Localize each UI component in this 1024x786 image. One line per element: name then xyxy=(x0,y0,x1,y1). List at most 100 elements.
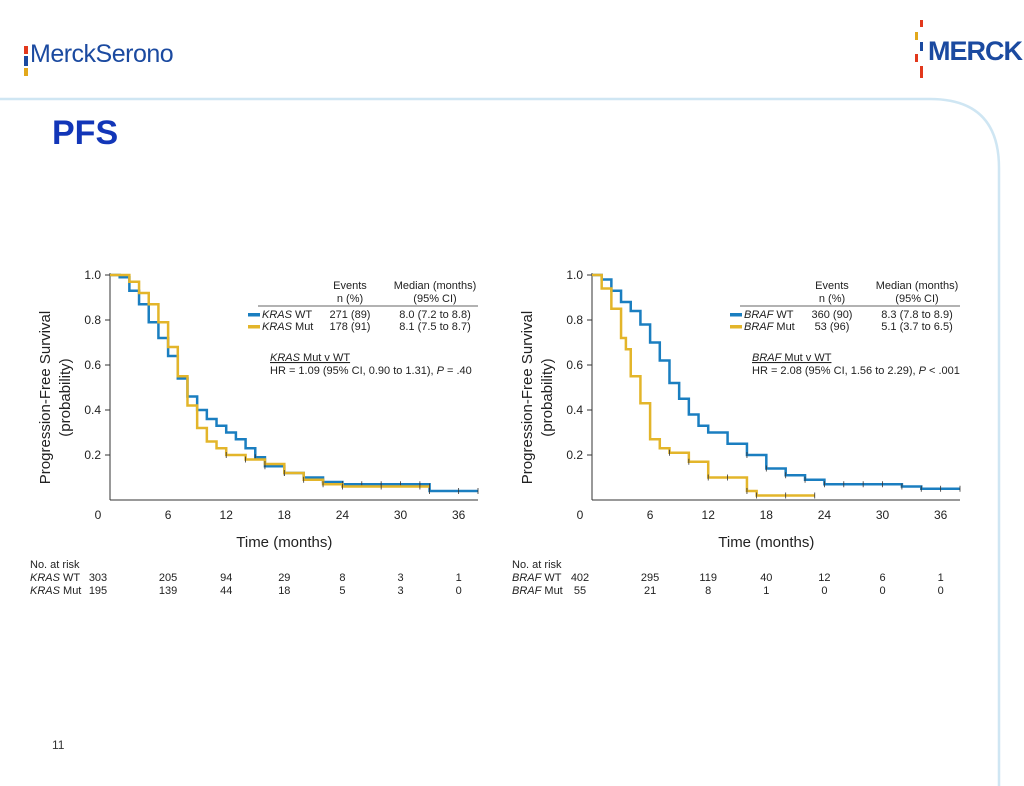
merck-logo: MERCK xyxy=(914,20,1023,82)
x-tick-label: 30 xyxy=(394,508,408,522)
y-axis-title: Progression-Free Survival xyxy=(37,311,54,484)
y-tick-label: 1.0 xyxy=(84,268,101,282)
annotation-comparison: BRAF Mut v WT xyxy=(752,352,832,364)
y-tick-label: 0.8 xyxy=(84,313,101,327)
page-number: 11 xyxy=(52,738,65,752)
x-tick-label: 0 xyxy=(577,508,584,522)
risk-value: 195 xyxy=(89,585,107,597)
legend-swatch-mut xyxy=(730,325,742,329)
y-tick-label: 0.4 xyxy=(84,403,101,417)
risk-value: 8 xyxy=(705,585,711,597)
y-axis-title: Progression-Free Survival xyxy=(519,311,536,484)
legend-events: 53 (96) xyxy=(815,321,850,333)
logo-right-text: MERCK xyxy=(928,36,1023,66)
risk-value: 3 xyxy=(397,585,403,597)
legend-header-median: Median (months) xyxy=(394,280,477,292)
risk-value: 8 xyxy=(339,572,345,584)
x-tick-label: 12 xyxy=(220,508,234,522)
risk-value: 119 xyxy=(699,572,717,584)
legend-median: 8.0 (7.2 to 8.8) xyxy=(399,309,471,321)
risk-value: 94 xyxy=(220,572,232,584)
risk-value: 205 xyxy=(159,572,177,584)
legend-median: 8.1 (7.5 to 8.7) xyxy=(399,321,471,333)
risk-value: 0 xyxy=(821,585,827,597)
y-tick-label: 0.6 xyxy=(566,358,583,372)
risk-value: 0 xyxy=(938,585,944,597)
annotation-comparison: KRAS Mut v WT xyxy=(270,352,350,364)
legend-header-events: Events xyxy=(815,280,849,292)
x-tick-label: 24 xyxy=(336,508,350,522)
risk-row-label: KRAS Mut xyxy=(30,585,81,597)
risk-value: 1 xyxy=(938,572,944,584)
legend-events: 178 (91) xyxy=(330,321,371,333)
x-axis-title: Time (months) xyxy=(236,534,332,551)
y-axis-subtitle: (probability) xyxy=(539,358,556,436)
risk-value: 295 xyxy=(641,572,659,584)
legend-header-median: Median (months) xyxy=(876,280,959,292)
risk-row-label: BRAF WT xyxy=(512,572,562,584)
annotation-hr: HR = 2.08 (95% CI, 1.56 to 2.29), P < .0… xyxy=(752,365,960,377)
legend-label: KRAS WT xyxy=(262,309,312,321)
risk-table-header: No. at risk xyxy=(30,559,80,571)
x-tick-label: 18 xyxy=(760,508,774,522)
y-tick-label: 0.2 xyxy=(566,448,583,462)
series-line-mut xyxy=(110,273,430,488)
risk-value: 18 xyxy=(278,585,290,597)
legend-median: 5.1 (3.7 to 6.5) xyxy=(881,321,953,333)
x-tick-label: 0 xyxy=(95,508,102,522)
series-line-wt xyxy=(592,273,960,490)
series-line-mut xyxy=(592,273,815,497)
legend-events: 271 (89) xyxy=(330,309,371,321)
legend-header-events-unit: n (%) xyxy=(337,293,363,305)
risk-value: 12 xyxy=(818,572,830,584)
x-tick-label: 30 xyxy=(876,508,890,522)
risk-value: 1 xyxy=(763,585,769,597)
legend-label: KRAS Mut xyxy=(262,321,313,333)
legend-swatch-mut xyxy=(248,325,260,329)
logo-bar-icon xyxy=(24,46,28,76)
legend-header-events-unit: n (%) xyxy=(819,293,845,305)
y-tick-label: 0.6 xyxy=(84,358,101,372)
risk-value: 21 xyxy=(644,585,656,597)
y-tick-label: 0.4 xyxy=(566,403,583,417)
risk-row-label: KRAS WT xyxy=(30,572,80,584)
legend-header-median-ci: (95% CI) xyxy=(895,293,938,305)
legend-label: BRAF Mut xyxy=(744,321,795,333)
risk-table-header: No. at risk xyxy=(512,559,562,571)
x-axis-title: Time (months) xyxy=(718,534,814,551)
y-axis-subtitle: (probability) xyxy=(57,358,74,436)
risk-value: 139 xyxy=(159,585,177,597)
x-tick-label: 24 xyxy=(818,508,832,522)
risk-value: 40 xyxy=(760,572,772,584)
x-tick-label: 12 xyxy=(702,508,716,522)
risk-value: 1 xyxy=(456,572,462,584)
slide-title: PFS xyxy=(52,114,119,152)
risk-value: 303 xyxy=(89,572,107,584)
risk-value: 6 xyxy=(879,572,885,584)
legend-swatch-wt xyxy=(730,313,742,317)
risk-value: 29 xyxy=(278,572,290,584)
x-tick-label: 36 xyxy=(452,508,466,522)
y-tick-label: 0.2 xyxy=(84,448,101,462)
legend-events: 360 (90) xyxy=(812,309,853,321)
risk-value: 0 xyxy=(456,585,462,597)
legend-label: BRAF WT xyxy=(744,309,794,321)
legend-header-events: Events xyxy=(333,280,367,292)
x-tick-label: 36 xyxy=(934,508,948,522)
y-tick-label: 1.0 xyxy=(566,268,583,282)
risk-value: 55 xyxy=(574,585,586,597)
x-tick-label: 6 xyxy=(647,508,654,522)
logo-left-text: MerckSerono xyxy=(30,40,174,68)
x-tick-label: 6 xyxy=(165,508,172,522)
legend-swatch-wt xyxy=(248,313,260,317)
y-tick-label: 0.8 xyxy=(566,313,583,327)
risk-value: 402 xyxy=(571,572,589,584)
risk-value: 0 xyxy=(879,585,885,597)
legend-header-median-ci: (95% CI) xyxy=(413,293,456,305)
x-tick-label: 18 xyxy=(278,508,292,522)
risk-value: 5 xyxy=(339,585,345,597)
risk-value: 3 xyxy=(397,572,403,584)
risk-row-label: BRAF Mut xyxy=(512,585,563,597)
